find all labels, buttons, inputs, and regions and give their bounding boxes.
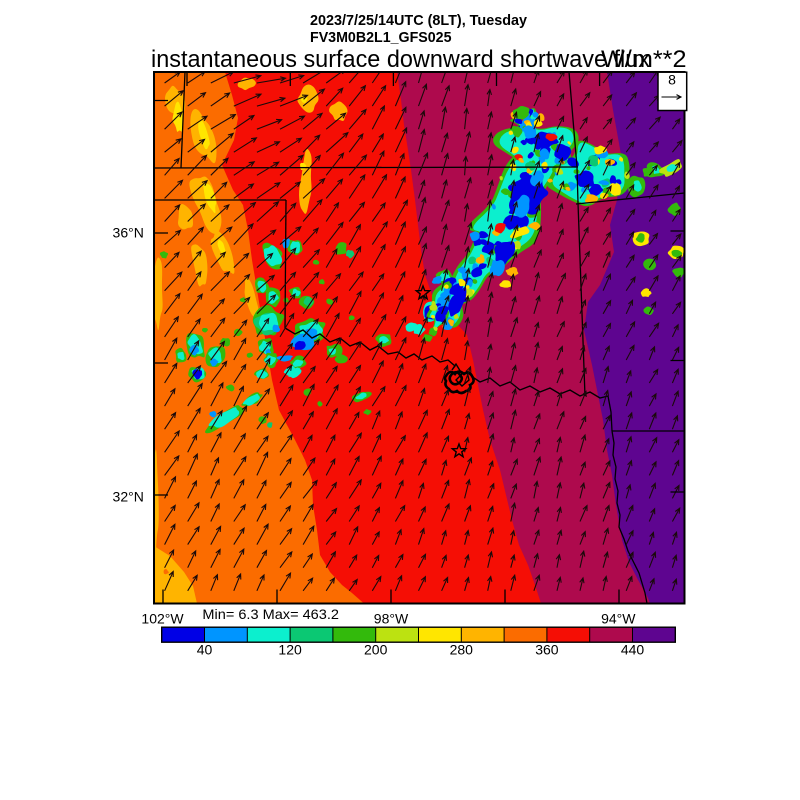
svg-text:instantaneous surface downward: instantaneous surface downward shortwave…: [151, 46, 650, 73]
svg-text:FV3M0B2L1_GFS025: FV3M0B2L1_GFS025: [310, 29, 452, 46]
svg-text:94°W: 94°W: [601, 611, 636, 627]
svg-text:98°W: 98°W: [374, 611, 409, 627]
svg-text:40: 40: [197, 642, 213, 658]
svg-text:Min= 6.3 Max= 463.2: Min= 6.3 Max= 463.2: [202, 606, 339, 622]
svg-text:200: 200: [364, 642, 388, 658]
svg-text:360: 360: [535, 642, 559, 658]
svg-text:120: 120: [278, 642, 302, 658]
svg-text:102°W: 102°W: [141, 611, 184, 627]
svg-text:8: 8: [668, 72, 676, 88]
svg-text:440: 440: [621, 642, 645, 658]
svg-text:280: 280: [450, 642, 474, 658]
svg-text:2023/7/25/14UTC (8LT), Tuesday: 2023/7/25/14UTC (8LT), Tuesday: [310, 12, 528, 29]
svg-text:36°N: 36°N: [113, 225, 144, 241]
svg-text:32°N: 32°N: [113, 489, 144, 505]
svg-text:W/m**2: W/m**2: [601, 46, 687, 73]
